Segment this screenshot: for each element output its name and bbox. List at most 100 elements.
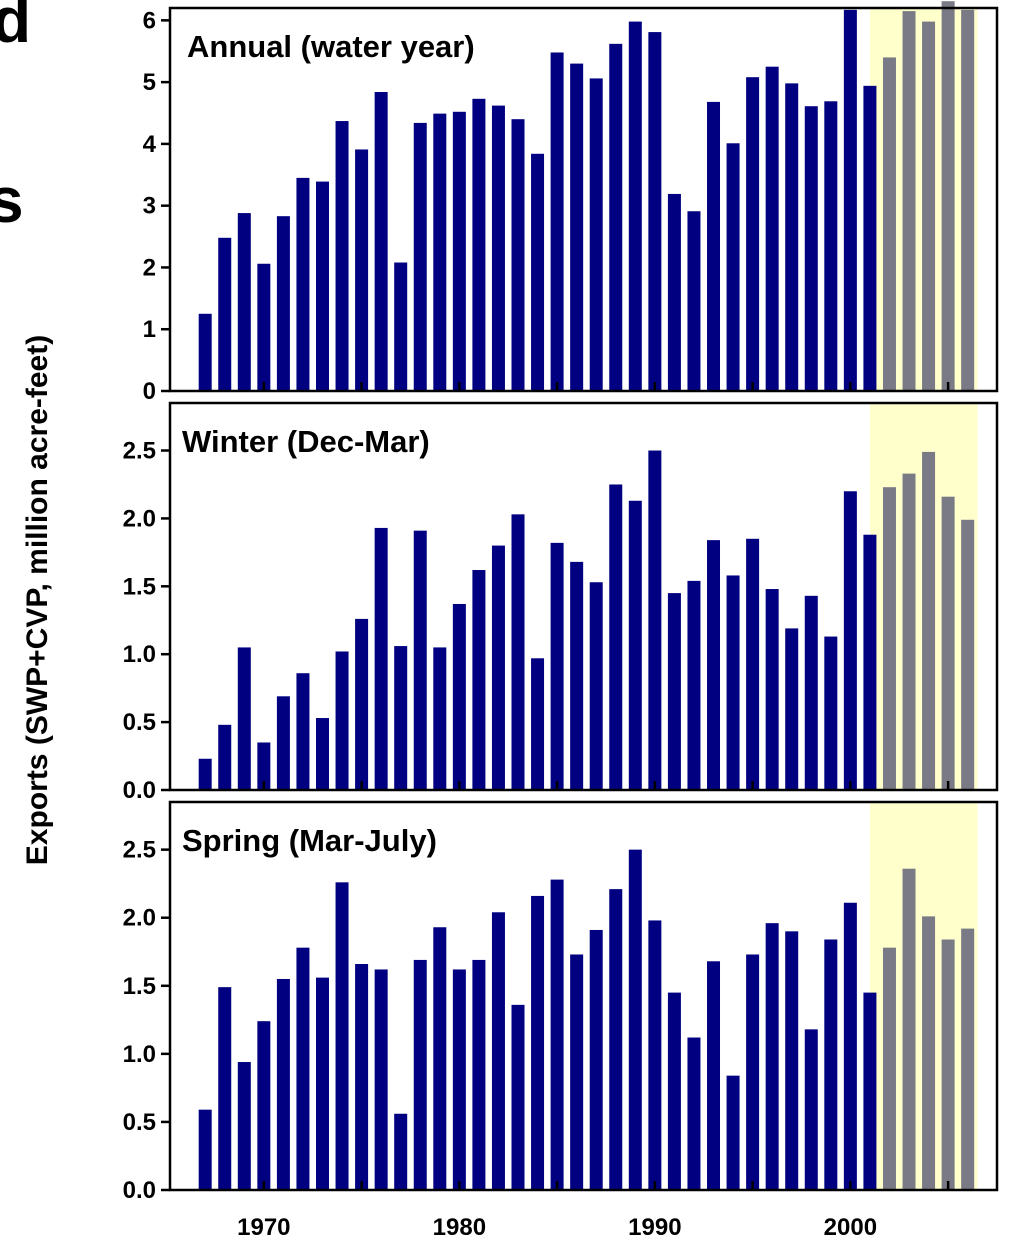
bar-annual-1995 bbox=[746, 77, 760, 391]
panel-frame bbox=[168, 401, 999, 792]
bar-spring-1969 bbox=[237, 1062, 251, 1190]
y-tick-label: 2.5 bbox=[123, 837, 156, 864]
cropped-letter-s: s bbox=[0, 164, 24, 236]
y-tick-label: 1.0 bbox=[123, 641, 156, 668]
bar-annual-2000 bbox=[843, 9, 857, 392]
bar-spring-1971 bbox=[276, 978, 290, 1190]
bar-winter-1998 bbox=[804, 595, 818, 790]
x-tick-label: 1980 bbox=[433, 1214, 486, 1241]
bar-spring-1986 bbox=[570, 954, 584, 1190]
bar-winter-2003 bbox=[902, 473, 916, 790]
bar-winter-2005 bbox=[941, 496, 955, 790]
bar-spring-1973 bbox=[315, 977, 329, 1190]
bar-spring-1988 bbox=[609, 889, 623, 1190]
bar-annual-2002 bbox=[882, 57, 896, 392]
y-tick-label: 1.0 bbox=[123, 1041, 156, 1068]
bar-annual-1982 bbox=[491, 105, 505, 392]
bar-winter-1983 bbox=[511, 514, 525, 790]
bar-spring-1997 bbox=[785, 931, 799, 1190]
bar-winter-1969 bbox=[237, 647, 251, 790]
bar-annual-1993 bbox=[707, 101, 721, 391]
bar-winter-1996 bbox=[765, 589, 779, 790]
bar-spring-1981 bbox=[472, 959, 486, 1190]
bar-annual-1975 bbox=[355, 149, 369, 391]
bar-spring-1972 bbox=[296, 947, 310, 1190]
bar-annual-1987 bbox=[589, 78, 603, 391]
panel-title: Spring (Mar-July) bbox=[182, 823, 437, 858]
bar-annual-1971 bbox=[276, 216, 290, 391]
bar-winter-1974 bbox=[335, 651, 349, 790]
bar-spring-1998 bbox=[804, 1029, 818, 1190]
bar-annual-2003 bbox=[902, 11, 916, 391]
bar-spring-1992 bbox=[687, 1037, 701, 1190]
bar-annual-1970 bbox=[257, 263, 271, 391]
y-tick-label: 6 bbox=[143, 7, 156, 34]
y-tick-label: 4 bbox=[143, 131, 157, 158]
bar-winter-1990 bbox=[648, 450, 662, 790]
bar-annual-1992 bbox=[687, 211, 701, 391]
panel-spring: 0.0 0.5 1.0 1.5 2.0 2.5 Spring (Mar-July) bbox=[123, 800, 999, 1204]
bar-winter-2004 bbox=[922, 451, 936, 790]
panel-winter: 0.0 0.5 1.0 1.5 2.0 2.5 Winter (Dec-Mar) bbox=[123, 401, 999, 804]
y-tick-label: 0.5 bbox=[123, 709, 156, 736]
y-axis-label: Exports (SWP+CVP, million acre-feet) bbox=[21, 335, 54, 865]
bar-spring-1982 bbox=[491, 912, 505, 1190]
y-tick-label: 2.5 bbox=[123, 438, 156, 465]
bar-winter-1994 bbox=[726, 575, 740, 790]
bar-annual-1968 bbox=[218, 237, 232, 391]
bar-winter-1968 bbox=[218, 724, 232, 790]
bar-winter-1999 bbox=[824, 636, 838, 790]
y-tick-label: 1.5 bbox=[123, 573, 156, 600]
bar-spring-1984 bbox=[531, 895, 545, 1190]
bar-annual-1986 bbox=[570, 63, 584, 392]
bar-annual-1999 bbox=[824, 101, 838, 392]
bar-annual-1976 bbox=[374, 92, 388, 391]
panel-title: Annual (water year) bbox=[187, 29, 475, 64]
bar-spring-1976 bbox=[374, 969, 388, 1190]
bar-winter-1985 bbox=[550, 542, 564, 790]
y-tick-label: 2 bbox=[143, 254, 156, 281]
y-tick-label: 2.0 bbox=[123, 505, 156, 532]
bar-winter-1978 bbox=[413, 530, 427, 790]
bar-annual-1973 bbox=[315, 181, 329, 391]
bar-winter-2001 bbox=[863, 534, 877, 790]
bar-spring-2005 bbox=[941, 939, 955, 1190]
bar-annual-2005 bbox=[941, 1, 955, 392]
bar-winter-1980 bbox=[452, 603, 466, 790]
bar-spring-1987 bbox=[589, 929, 603, 1190]
bar-winter-1970 bbox=[257, 742, 271, 790]
y-tick-label: 0.0 bbox=[123, 1177, 156, 1204]
bar-winter-1981 bbox=[472, 570, 486, 790]
bar-annual-1979 bbox=[433, 113, 447, 391]
bar-spring-1975 bbox=[355, 964, 369, 1190]
bar-spring-2001 bbox=[863, 992, 877, 1190]
bar-annual-1981 bbox=[472, 98, 486, 391]
bar-annual-1984 bbox=[531, 153, 545, 391]
bar-winter-1987 bbox=[589, 582, 603, 790]
bar-annual-1972 bbox=[296, 177, 310, 391]
bar-spring-1980 bbox=[452, 969, 466, 1190]
bar-winter-1991 bbox=[667, 593, 681, 790]
bar-annual-1974 bbox=[335, 121, 349, 391]
bar-winter-1967 bbox=[198, 758, 212, 790]
bar-winter-1986 bbox=[570, 561, 584, 790]
bar-winter-1997 bbox=[785, 628, 799, 790]
bar-winter-2006 bbox=[961, 519, 975, 790]
bar-annual-1997 bbox=[785, 83, 799, 392]
bar-winter-1988 bbox=[609, 484, 623, 790]
x-tick-label: 2000 bbox=[824, 1214, 877, 1241]
panel-title: Winter (Dec-Mar) bbox=[182, 424, 430, 459]
y-tick-label: 2.0 bbox=[123, 905, 156, 932]
bar-spring-2006 bbox=[961, 928, 975, 1190]
bar-spring-2003 bbox=[902, 868, 916, 1190]
bar-winter-1972 bbox=[296, 673, 310, 790]
bar-spring-1991 bbox=[667, 992, 681, 1190]
y-tick-label: 0 bbox=[143, 378, 156, 405]
y-tick-label: 0.5 bbox=[123, 1109, 156, 1136]
bar-annual-1977 bbox=[394, 262, 408, 391]
bar-spring-1994 bbox=[726, 1075, 740, 1190]
bar-spring-2000 bbox=[843, 902, 857, 1190]
bar-winter-1982 bbox=[491, 545, 505, 790]
bar-winter-2002 bbox=[882, 487, 896, 790]
